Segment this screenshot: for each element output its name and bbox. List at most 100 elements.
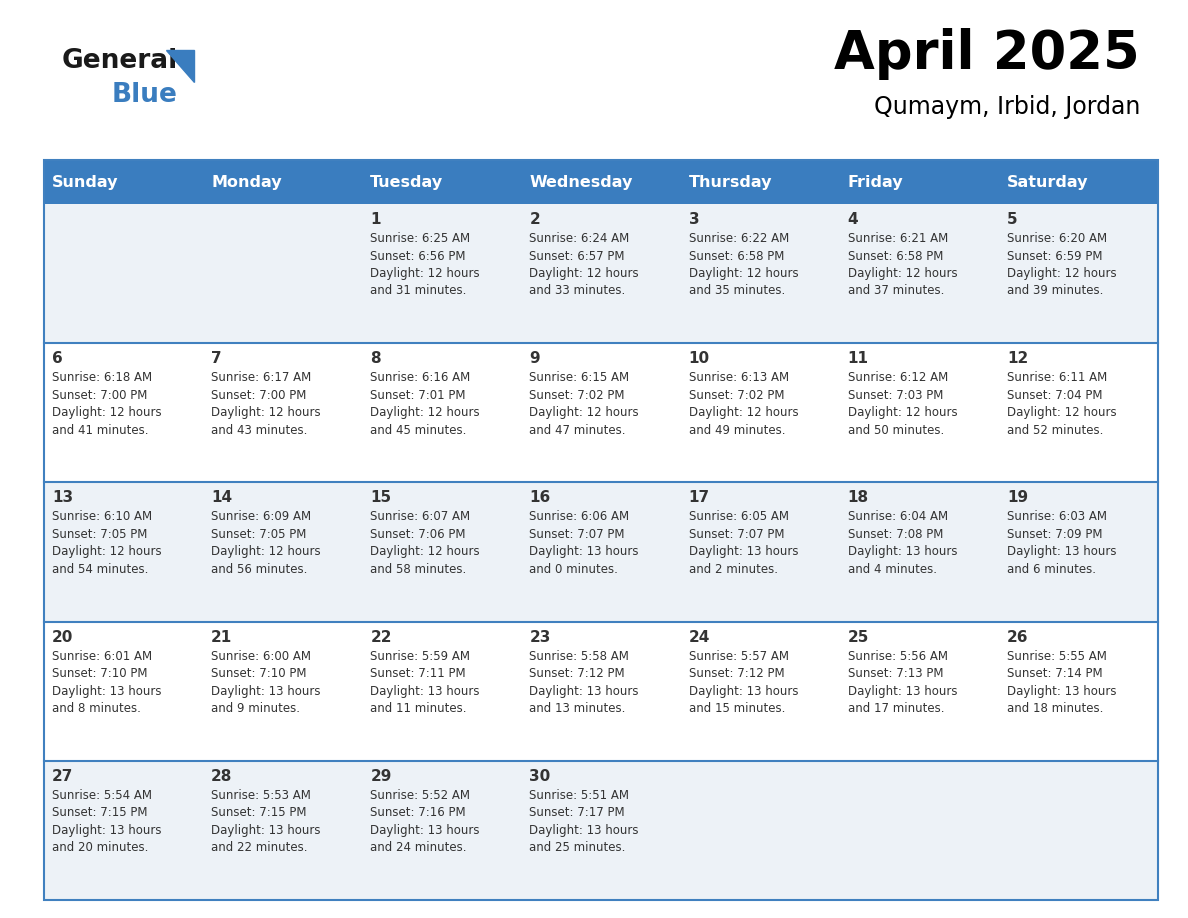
- Text: Wednesday: Wednesday: [530, 174, 633, 189]
- Text: 19: 19: [1007, 490, 1028, 506]
- Text: Sunrise: 6:13 AM
Sunset: 7:02 PM
Daylight: 12 hours
and 49 minutes.: Sunrise: 6:13 AM Sunset: 7:02 PM Dayligh…: [689, 371, 798, 437]
- Bar: [999, 482, 1158, 621]
- Text: Monday: Monday: [211, 174, 282, 189]
- Bar: [203, 343, 362, 482]
- Text: 17: 17: [689, 490, 709, 506]
- Text: Sunrise: 6:16 AM
Sunset: 7:01 PM
Daylight: 12 hours
and 45 minutes.: Sunrise: 6:16 AM Sunset: 7:01 PM Dayligh…: [371, 371, 480, 437]
- Bar: [999, 343, 1158, 482]
- Bar: [362, 482, 522, 621]
- Text: 22: 22: [371, 630, 392, 644]
- Bar: [362, 204, 522, 343]
- Bar: [999, 761, 1158, 900]
- Text: 25: 25: [848, 630, 870, 644]
- Bar: [681, 160, 840, 204]
- Text: 20: 20: [52, 630, 74, 644]
- Text: 21: 21: [211, 630, 233, 644]
- Bar: [999, 204, 1158, 343]
- Bar: [203, 482, 362, 621]
- Text: 18: 18: [848, 490, 868, 506]
- Text: 5: 5: [1007, 212, 1017, 227]
- Text: Sunrise: 6:06 AM
Sunset: 7:07 PM
Daylight: 13 hours
and 0 minutes.: Sunrise: 6:06 AM Sunset: 7:07 PM Dayligh…: [530, 510, 639, 576]
- Bar: [522, 160, 681, 204]
- Text: Sunrise: 5:57 AM
Sunset: 7:12 PM
Daylight: 13 hours
and 15 minutes.: Sunrise: 5:57 AM Sunset: 7:12 PM Dayligh…: [689, 650, 798, 715]
- Text: Sunrise: 5:59 AM
Sunset: 7:11 PM
Daylight: 13 hours
and 11 minutes.: Sunrise: 5:59 AM Sunset: 7:11 PM Dayligh…: [371, 650, 480, 715]
- Bar: [522, 761, 681, 900]
- Bar: [522, 621, 681, 761]
- Text: Tuesday: Tuesday: [371, 174, 443, 189]
- Bar: [44, 160, 203, 204]
- Bar: [999, 160, 1158, 204]
- Text: 15: 15: [371, 490, 391, 506]
- Text: 2: 2: [530, 212, 541, 227]
- Polygon shape: [166, 50, 194, 82]
- Bar: [44, 621, 203, 761]
- Bar: [840, 482, 999, 621]
- Text: Sunrise: 6:09 AM
Sunset: 7:05 PM
Daylight: 12 hours
and 56 minutes.: Sunrise: 6:09 AM Sunset: 7:05 PM Dayligh…: [211, 510, 321, 576]
- Bar: [203, 761, 362, 900]
- Text: Sunrise: 6:20 AM
Sunset: 6:59 PM
Daylight: 12 hours
and 39 minutes.: Sunrise: 6:20 AM Sunset: 6:59 PM Dayligh…: [1007, 232, 1117, 297]
- Text: 28: 28: [211, 768, 233, 784]
- Bar: [681, 761, 840, 900]
- Text: Sunrise: 6:04 AM
Sunset: 7:08 PM
Daylight: 13 hours
and 4 minutes.: Sunrise: 6:04 AM Sunset: 7:08 PM Dayligh…: [848, 510, 958, 576]
- Text: Sunrise: 6:24 AM
Sunset: 6:57 PM
Daylight: 12 hours
and 33 minutes.: Sunrise: 6:24 AM Sunset: 6:57 PM Dayligh…: [530, 232, 639, 297]
- Bar: [840, 204, 999, 343]
- Text: Qumaym, Irbid, Jordan: Qumaym, Irbid, Jordan: [873, 95, 1140, 119]
- Text: Sunrise: 5:52 AM
Sunset: 7:16 PM
Daylight: 13 hours
and 24 minutes.: Sunrise: 5:52 AM Sunset: 7:16 PM Dayligh…: [371, 789, 480, 855]
- Bar: [203, 204, 362, 343]
- Text: 13: 13: [52, 490, 74, 506]
- Bar: [203, 621, 362, 761]
- Text: 10: 10: [689, 352, 709, 366]
- Bar: [840, 160, 999, 204]
- Text: Saturday: Saturday: [1007, 174, 1088, 189]
- Text: Sunrise: 5:58 AM
Sunset: 7:12 PM
Daylight: 13 hours
and 13 minutes.: Sunrise: 5:58 AM Sunset: 7:12 PM Dayligh…: [530, 650, 639, 715]
- Text: 9: 9: [530, 352, 541, 366]
- Text: Sunrise: 5:51 AM
Sunset: 7:17 PM
Daylight: 13 hours
and 25 minutes.: Sunrise: 5:51 AM Sunset: 7:17 PM Dayligh…: [530, 789, 639, 855]
- Text: 26: 26: [1007, 630, 1029, 644]
- Text: Sunrise: 6:07 AM
Sunset: 7:06 PM
Daylight: 12 hours
and 58 minutes.: Sunrise: 6:07 AM Sunset: 7:06 PM Dayligh…: [371, 510, 480, 576]
- Text: Sunrise: 5:56 AM
Sunset: 7:13 PM
Daylight: 13 hours
and 17 minutes.: Sunrise: 5:56 AM Sunset: 7:13 PM Dayligh…: [848, 650, 958, 715]
- Text: Sunrise: 6:15 AM
Sunset: 7:02 PM
Daylight: 12 hours
and 47 minutes.: Sunrise: 6:15 AM Sunset: 7:02 PM Dayligh…: [530, 371, 639, 437]
- Text: Sunrise: 6:22 AM
Sunset: 6:58 PM
Daylight: 12 hours
and 35 minutes.: Sunrise: 6:22 AM Sunset: 6:58 PM Dayligh…: [689, 232, 798, 297]
- Text: 1: 1: [371, 212, 381, 227]
- Bar: [840, 621, 999, 761]
- Bar: [681, 343, 840, 482]
- Text: 16: 16: [530, 490, 551, 506]
- Bar: [203, 160, 362, 204]
- Bar: [522, 204, 681, 343]
- Text: Sunrise: 5:54 AM
Sunset: 7:15 PM
Daylight: 13 hours
and 20 minutes.: Sunrise: 5:54 AM Sunset: 7:15 PM Dayligh…: [52, 789, 162, 855]
- Bar: [840, 761, 999, 900]
- Bar: [999, 621, 1158, 761]
- Bar: [362, 761, 522, 900]
- Text: 12: 12: [1007, 352, 1028, 366]
- Bar: [44, 160, 1158, 900]
- Text: 11: 11: [848, 352, 868, 366]
- Bar: [44, 204, 203, 343]
- Bar: [840, 343, 999, 482]
- Text: Sunrise: 6:03 AM
Sunset: 7:09 PM
Daylight: 13 hours
and 6 minutes.: Sunrise: 6:03 AM Sunset: 7:09 PM Dayligh…: [1007, 510, 1117, 576]
- Text: Sunday: Sunday: [52, 174, 119, 189]
- Bar: [522, 482, 681, 621]
- Text: 8: 8: [371, 352, 381, 366]
- Text: Sunrise: 6:18 AM
Sunset: 7:00 PM
Daylight: 12 hours
and 41 minutes.: Sunrise: 6:18 AM Sunset: 7:00 PM Dayligh…: [52, 371, 162, 437]
- Bar: [362, 621, 522, 761]
- Bar: [44, 343, 203, 482]
- Text: 4: 4: [848, 212, 859, 227]
- Bar: [362, 343, 522, 482]
- Text: April 2025: April 2025: [834, 28, 1140, 80]
- Text: 23: 23: [530, 630, 551, 644]
- Bar: [681, 482, 840, 621]
- Text: Sunrise: 5:53 AM
Sunset: 7:15 PM
Daylight: 13 hours
and 22 minutes.: Sunrise: 5:53 AM Sunset: 7:15 PM Dayligh…: [211, 789, 321, 855]
- Bar: [681, 204, 840, 343]
- Text: Sunrise: 6:21 AM
Sunset: 6:58 PM
Daylight: 12 hours
and 37 minutes.: Sunrise: 6:21 AM Sunset: 6:58 PM Dayligh…: [848, 232, 958, 297]
- Text: Blue: Blue: [112, 82, 178, 108]
- Bar: [44, 761, 203, 900]
- Text: Sunrise: 6:11 AM
Sunset: 7:04 PM
Daylight: 12 hours
and 52 minutes.: Sunrise: 6:11 AM Sunset: 7:04 PM Dayligh…: [1007, 371, 1117, 437]
- Text: 24: 24: [689, 630, 710, 644]
- Text: 29: 29: [371, 768, 392, 784]
- Text: Sunrise: 6:12 AM
Sunset: 7:03 PM
Daylight: 12 hours
and 50 minutes.: Sunrise: 6:12 AM Sunset: 7:03 PM Dayligh…: [848, 371, 958, 437]
- Text: Sunrise: 6:25 AM
Sunset: 6:56 PM
Daylight: 12 hours
and 31 minutes.: Sunrise: 6:25 AM Sunset: 6:56 PM Dayligh…: [371, 232, 480, 297]
- Text: 27: 27: [52, 768, 74, 784]
- Text: Sunrise: 6:00 AM
Sunset: 7:10 PM
Daylight: 13 hours
and 9 minutes.: Sunrise: 6:00 AM Sunset: 7:10 PM Dayligh…: [211, 650, 321, 715]
- Bar: [362, 160, 522, 204]
- Text: 30: 30: [530, 768, 551, 784]
